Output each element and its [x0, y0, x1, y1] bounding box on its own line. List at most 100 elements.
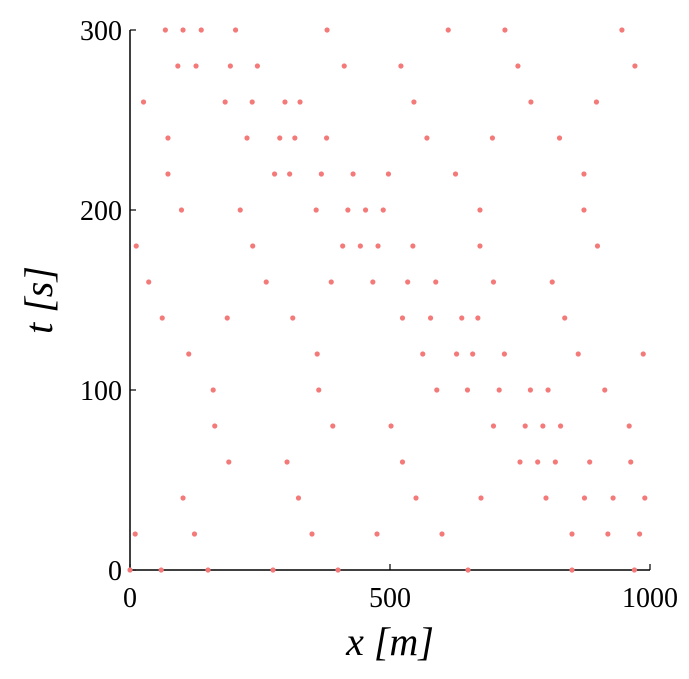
point — [284, 459, 290, 465]
point — [146, 279, 152, 285]
point — [263, 279, 269, 285]
point — [292, 135, 298, 141]
point — [413, 495, 419, 501]
point — [549, 279, 555, 285]
point — [489, 135, 496, 141]
point — [464, 387, 471, 393]
point — [282, 99, 288, 105]
point — [631, 567, 638, 573]
point — [475, 315, 481, 321]
point — [237, 207, 243, 213]
point — [287, 171, 293, 177]
point — [140, 99, 147, 105]
point — [198, 27, 204, 33]
point — [626, 423, 632, 429]
point — [277, 135, 283, 141]
point — [323, 135, 330, 141]
point — [605, 531, 611, 537]
point — [528, 99, 534, 105]
point — [490, 279, 497, 285]
point — [593, 99, 600, 105]
point — [522, 423, 528, 429]
point — [290, 315, 296, 321]
point — [465, 567, 471, 573]
point — [250, 243, 256, 249]
point — [180, 495, 186, 501]
point — [186, 351, 192, 357]
point — [212, 423, 218, 429]
point — [581, 207, 587, 213]
point — [254, 63, 260, 69]
point — [328, 279, 334, 285]
point — [210, 387, 216, 393]
point — [330, 423, 336, 429]
point — [191, 531, 198, 537]
point — [341, 63, 347, 69]
point — [158, 567, 164, 573]
point — [640, 351, 646, 357]
point — [165, 135, 171, 141]
point — [545, 387, 551, 393]
point — [424, 135, 430, 141]
point — [420, 351, 426, 357]
point — [295, 495, 302, 501]
point — [340, 243, 346, 249]
point — [227, 63, 233, 69]
point — [224, 315, 230, 321]
x-axis-label: x [m] — [345, 619, 434, 664]
point — [581, 495, 588, 501]
point — [165, 171, 171, 177]
point — [318, 171, 324, 177]
point — [496, 387, 502, 393]
point — [249, 99, 255, 105]
x-tick-label: 500 — [369, 583, 411, 614]
point — [569, 567, 575, 573]
point — [244, 135, 250, 141]
point — [324, 27, 330, 33]
point — [581, 171, 587, 177]
point — [271, 171, 278, 177]
point — [309, 531, 315, 537]
point — [556, 135, 563, 141]
point — [270, 567, 276, 573]
point — [350, 171, 356, 177]
point — [610, 495, 616, 501]
point — [452, 171, 459, 177]
point — [180, 27, 186, 33]
point — [502, 27, 508, 33]
point — [162, 27, 168, 33]
point — [478, 495, 484, 501]
point — [477, 243, 483, 249]
point — [374, 531, 380, 537]
y-tick-label: 200 — [80, 196, 122, 227]
point — [375, 243, 381, 249]
point — [232, 27, 239, 33]
point — [628, 459, 634, 465]
point — [411, 99, 417, 105]
point — [459, 315, 465, 321]
y-axis-label: t [s] — [16, 266, 61, 334]
point — [159, 315, 165, 321]
point — [515, 63, 521, 69]
x-tick-label: 0 — [123, 583, 137, 614]
point — [370, 279, 376, 285]
point — [557, 423, 564, 429]
point — [527, 387, 534, 393]
point — [445, 27, 451, 33]
point — [380, 207, 386, 213]
point — [385, 171, 392, 177]
point — [127, 567, 133, 573]
point — [345, 207, 351, 213]
point — [562, 315, 568, 321]
y-tick-label: 0 — [108, 556, 122, 587]
point — [297, 99, 303, 105]
point — [313, 207, 319, 213]
point — [410, 243, 416, 249]
point — [453, 351, 460, 357]
point — [632, 63, 638, 69]
point — [594, 243, 601, 249]
point — [405, 279, 411, 285]
point — [357, 243, 363, 249]
